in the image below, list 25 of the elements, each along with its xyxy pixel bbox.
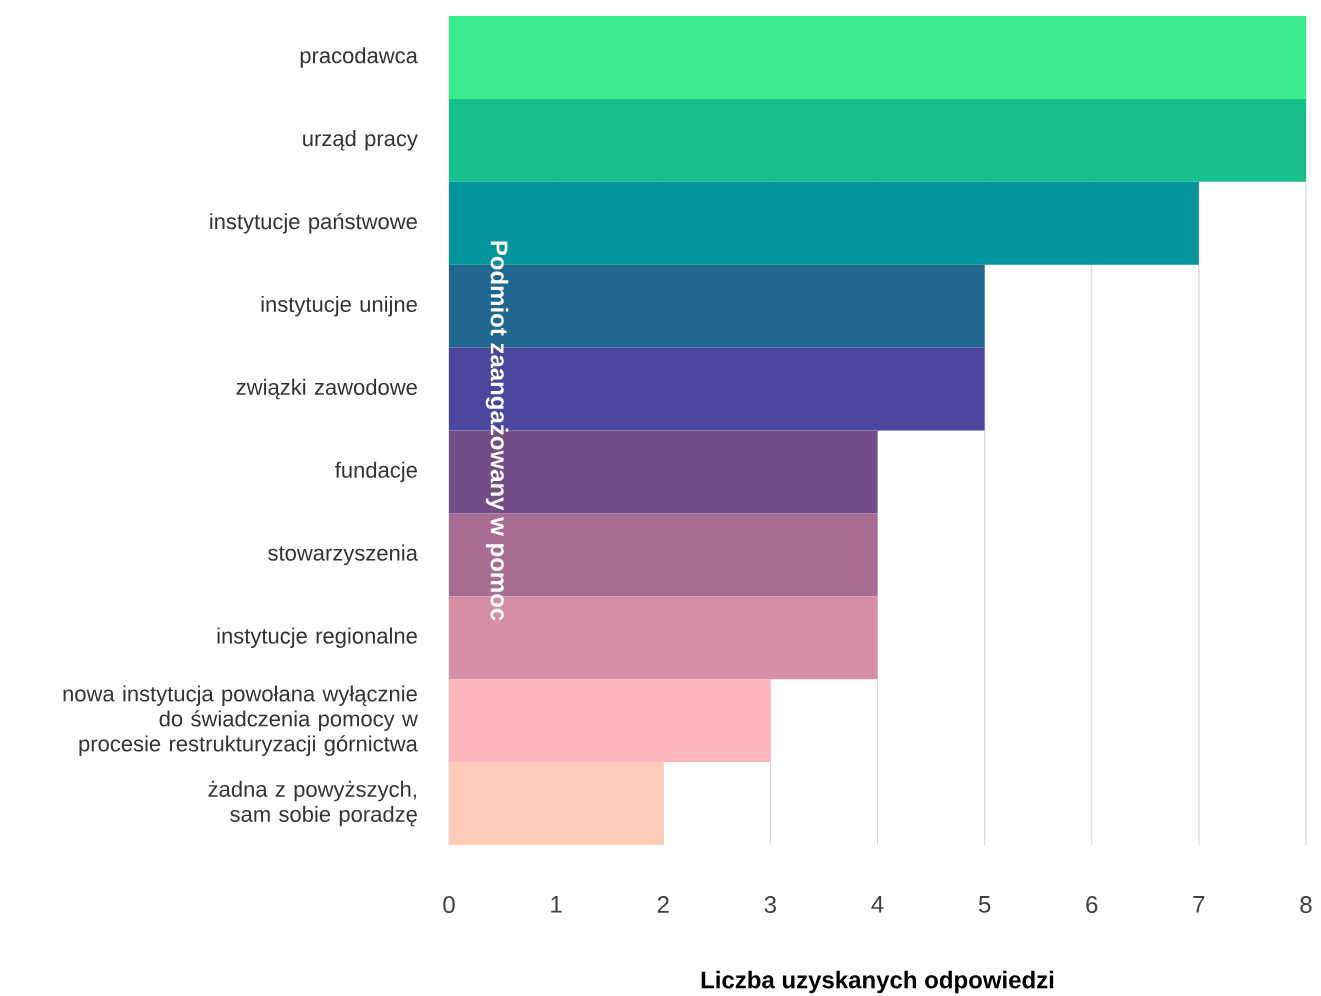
- y-tick-label: pracodawca: [300, 47, 418, 68]
- x-tick-label: 3: [764, 896, 776, 914]
- x-tick-label: 5: [978, 896, 991, 913]
- x-tick-label: 0: [443, 896, 455, 914]
- y-tick-label: nowa instytucja powołana wyłącznie do świadczenia pomocy w procesie restrukturyzacji górnictwa: [63, 685, 418, 756]
- bar: [449, 679, 771, 763]
- x-tick-label: 6: [1086, 896, 1098, 914]
- x-tick-label: 2: [657, 896, 669, 913]
- y-tick-label: urząd pracy: [303, 130, 418, 151]
- x-tick-label: 7: [1193, 896, 1205, 913]
- y-tick-label: związki zawodowe: [236, 378, 417, 400]
- y-tick-label: żadna z powyższych, sam sobie poradzę: [208, 780, 417, 827]
- bar: [449, 15, 1306, 99]
- y-tick-label: instytucje państwowe: [210, 212, 417, 234]
- y-tick-label: instytucje unijne: [261, 295, 417, 317]
- bar: [449, 98, 1306, 182]
- y-axis-title: Podmiot zaangażowany w pomoc: [485, 241, 509, 621]
- y-tick-label: fundacje: [335, 461, 417, 483]
- bar: [449, 762, 664, 846]
- y-tick-label: stowarzyszenia: [268, 544, 418, 566]
- x-tick-label: 8: [1300, 896, 1312, 914]
- x-tick-label: 4: [871, 896, 884, 913]
- x-tick-label: 1: [551, 896, 562, 913]
- x-axis-title: Liczba uzyskanych odpowiedzi: [701, 970, 1054, 994]
- y-tick-label: instytucje regionalne: [217, 627, 417, 648]
